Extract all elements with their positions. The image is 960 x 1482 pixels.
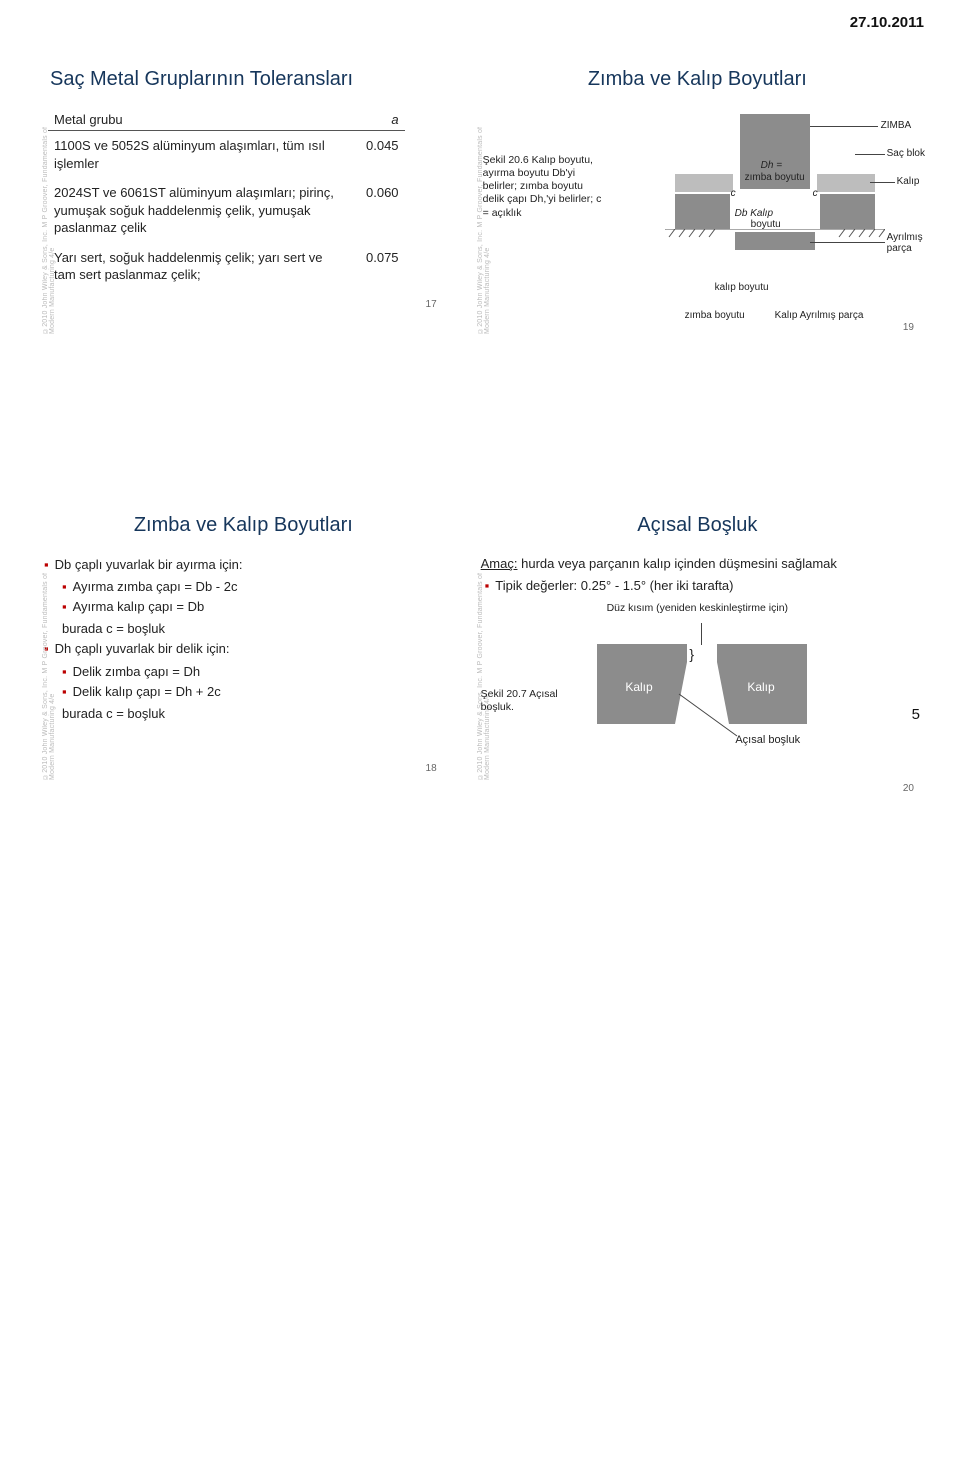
label-kalip-left: Kalıp — [625, 680, 652, 694]
die-left — [675, 194, 730, 229]
ground-hatch — [665, 229, 885, 239]
label-bottom-zimba: zımba boyutu — [685, 310, 745, 321]
col-a: a — [348, 109, 405, 131]
label-kalip: Kalıp — [897, 176, 920, 187]
group-cell: 2024ST ve 6061ST alüminyum alaşımları; p… — [48, 178, 348, 243]
group-cell: 1100S ve 5052S alüminyum alaşımları, tüm… — [48, 131, 348, 179]
bullet: Db çaplı yuvarlak bir ayırma için: Ayırm… — [44, 555, 447, 640]
slide-number: 18 — [426, 763, 437, 774]
copyright-strip: ©2010 John Wiley & Sons, Inc. M P Groove… — [477, 570, 491, 780]
typical-values: Tipik değerler: 0.25° - 1.5° (her iki ta… — [485, 576, 920, 596]
label-zimba: ZIMBA — [881, 120, 912, 131]
group-cell: Yarı sert, soğuk haddelenmiş çelik; yarı… — [48, 243, 348, 290]
slide-number: 17 — [426, 299, 437, 310]
slides-row-2: ©2010 John Wiley & Sons, Inc. M P Groove… — [40, 510, 920, 790]
label-bottom-kalip: kalıp boyutu — [715, 282, 769, 293]
label-ayrilmis: Ayrılmış parça — [887, 232, 935, 254]
bullets-18: Db çaplı yuvarlak bir ayırma için: Ayırm… — [40, 555, 447, 724]
sheet-right — [817, 174, 875, 192]
slide-19-title: Zımba ve Kalıp Boyutları — [475, 68, 920, 91]
leader-line — [810, 126, 878, 127]
page-date: 27.10.2011 — [850, 14, 924, 31]
slide-17: ©2010 John Wiley & Sons, Inc. M P Groove… — [40, 64, 447, 290]
leader-line — [701, 623, 702, 645]
slide-19: ©2010 John Wiley & Sons, Inc. M P Groove… — [475, 64, 920, 290]
label-bottom-right: Kalıp Ayrılmış parça — [775, 310, 864, 321]
slide-number: 20 — [903, 783, 914, 794]
die-right — [820, 194, 875, 229]
goal-line: Amaç: hurda veya parçanın kalıp içinden … — [481, 555, 920, 574]
table-row: 1100S ve 5052S alüminyum alaşımları, tüm… — [48, 131, 405, 179]
tolerance-table: Metal grubu a 1100S ve 5052S alüminyum a… — [48, 109, 405, 290]
slide-20-title: Açısal Boşluk — [475, 514, 920, 537]
label-c-right: c — [813, 188, 818, 199]
page-1: 27.10.2011 ©2010 John Wiley & Sons, Inc.… — [0, 0, 960, 741]
angular-clearance-diagram: } Kalıp Kalıp Açısal boşluk — [537, 624, 857, 824]
slide-18: ©2010 John Wiley & Sons, Inc. M P Groove… — [40, 510, 447, 770]
table-row: Yarı sert, soğuk haddelenmiş çelik; yarı… — [48, 243, 405, 290]
slide-17-title: Saç Metal Gruplarının Toleransları — [50, 68, 447, 91]
sub-bullet: Delik kalıp çapı = Dh + 2c — [62, 682, 447, 702]
slide-18-title: Zımba ve Kalıp Boyutları — [40, 514, 447, 537]
slide-20-text: Amaç: hurda veya parçanın kalıp içinden … — [481, 555, 920, 596]
slide-number: 19 — [903, 322, 914, 333]
where-line: burada c = boşluk — [44, 704, 447, 724]
slides-row-1: ©2010 John Wiley & Sons, Inc. M P Groove… — [40, 64, 920, 290]
sub-bullet: Ayırma kalıp çapı = Db — [62, 597, 447, 617]
punch-diagram: ZIMBA Saç blok Kalıp Ayrılmış parça Dh =… — [635, 114, 935, 324]
bullet: Dh çaplı yuvarlak bir delik için: Delik … — [44, 639, 447, 724]
page-number: 5 — [912, 706, 920, 723]
flat-note: Düz kısım (yeniden keskinleştirme için) — [475, 602, 920, 614]
sub-bullet: Delik zımba çapı = Dh — [62, 662, 447, 682]
label-dh: Dh = — [761, 160, 782, 171]
sheet-left — [675, 174, 733, 192]
a-cell: 0.060 — [348, 178, 405, 243]
label-zimba-boyutu: zımba boyutu — [745, 172, 805, 183]
label-sacblok: Saç blok — [887, 148, 925, 159]
leader-line — [855, 154, 885, 155]
col-group: Metal grubu — [48, 109, 348, 131]
fig-caption: Şekil 20.6 Kalıp boyutu, ayırma boyutu D… — [483, 154, 603, 220]
fig-20-7-caption: Şekil 20.7 Açısal boşluk. — [481, 688, 571, 715]
copyright-strip: ©2010 John Wiley & Sons, Inc. M P Groove… — [42, 570, 56, 780]
table-row: 2024ST ve 6061ST alüminyum alaşımları; p… — [48, 178, 405, 243]
a-cell: 0.075 — [348, 243, 405, 290]
label-db: Db Kalıp — [735, 208, 773, 219]
leader-line — [810, 242, 885, 243]
sub-bullet: Ayırma zımba çapı = Db - 2c — [62, 577, 447, 597]
brace-icon: } — [689, 646, 694, 662]
where-line: burada c = boşluk — [44, 619, 447, 639]
leader-line — [870, 182, 895, 183]
label-c-left: c — [731, 188, 736, 199]
label-angular: Açısal boşluk — [735, 734, 800, 746]
slide-20: ©2010 John Wiley & Sons, Inc. M P Groove… — [475, 510, 920, 790]
copyright-strip: ©2010 John Wiley & Sons, Inc. M P Groove… — [42, 124, 56, 334]
a-cell: 0.045 — [348, 131, 405, 179]
label-boyutu: boyutu — [751, 219, 781, 230]
